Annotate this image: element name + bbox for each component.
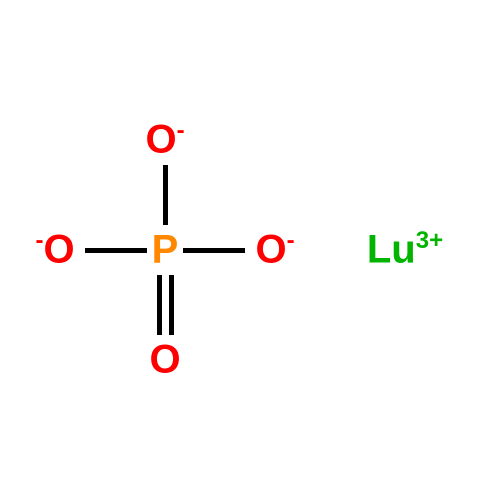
bond-p-o-bottom-a — [157, 275, 162, 335]
atom-label: O — [43, 228, 74, 272]
charge-label: - — [287, 227, 295, 254]
atom-lutetium-cation: Lu3+ — [367, 228, 443, 273]
bond-p-o-left — [85, 248, 147, 253]
atom-oxygen-left: -O — [35, 228, 74, 273]
bond-p-o-bottom-b — [169, 275, 174, 335]
atom-label: O — [255, 228, 286, 272]
atom-label: O — [145, 118, 176, 162]
charge-label: - — [177, 117, 185, 144]
atom-phosphorus: P — [152, 228, 179, 273]
atom-label: P — [152, 228, 179, 272]
bond-p-o-right — [183, 248, 245, 253]
bond-p-o-top — [163, 165, 168, 225]
molecule-canvas: P O- -O O- O Lu3+ — [0, 0, 500, 500]
atom-oxygen-right: O- — [255, 228, 294, 273]
charge-label: 3+ — [416, 227, 443, 254]
atom-oxygen-bottom: O — [149, 338, 180, 383]
atom-label: Lu — [367, 228, 416, 272]
charge-label: - — [35, 227, 43, 254]
atom-label: O — [149, 338, 180, 382]
atom-oxygen-top: O- — [145, 118, 184, 163]
